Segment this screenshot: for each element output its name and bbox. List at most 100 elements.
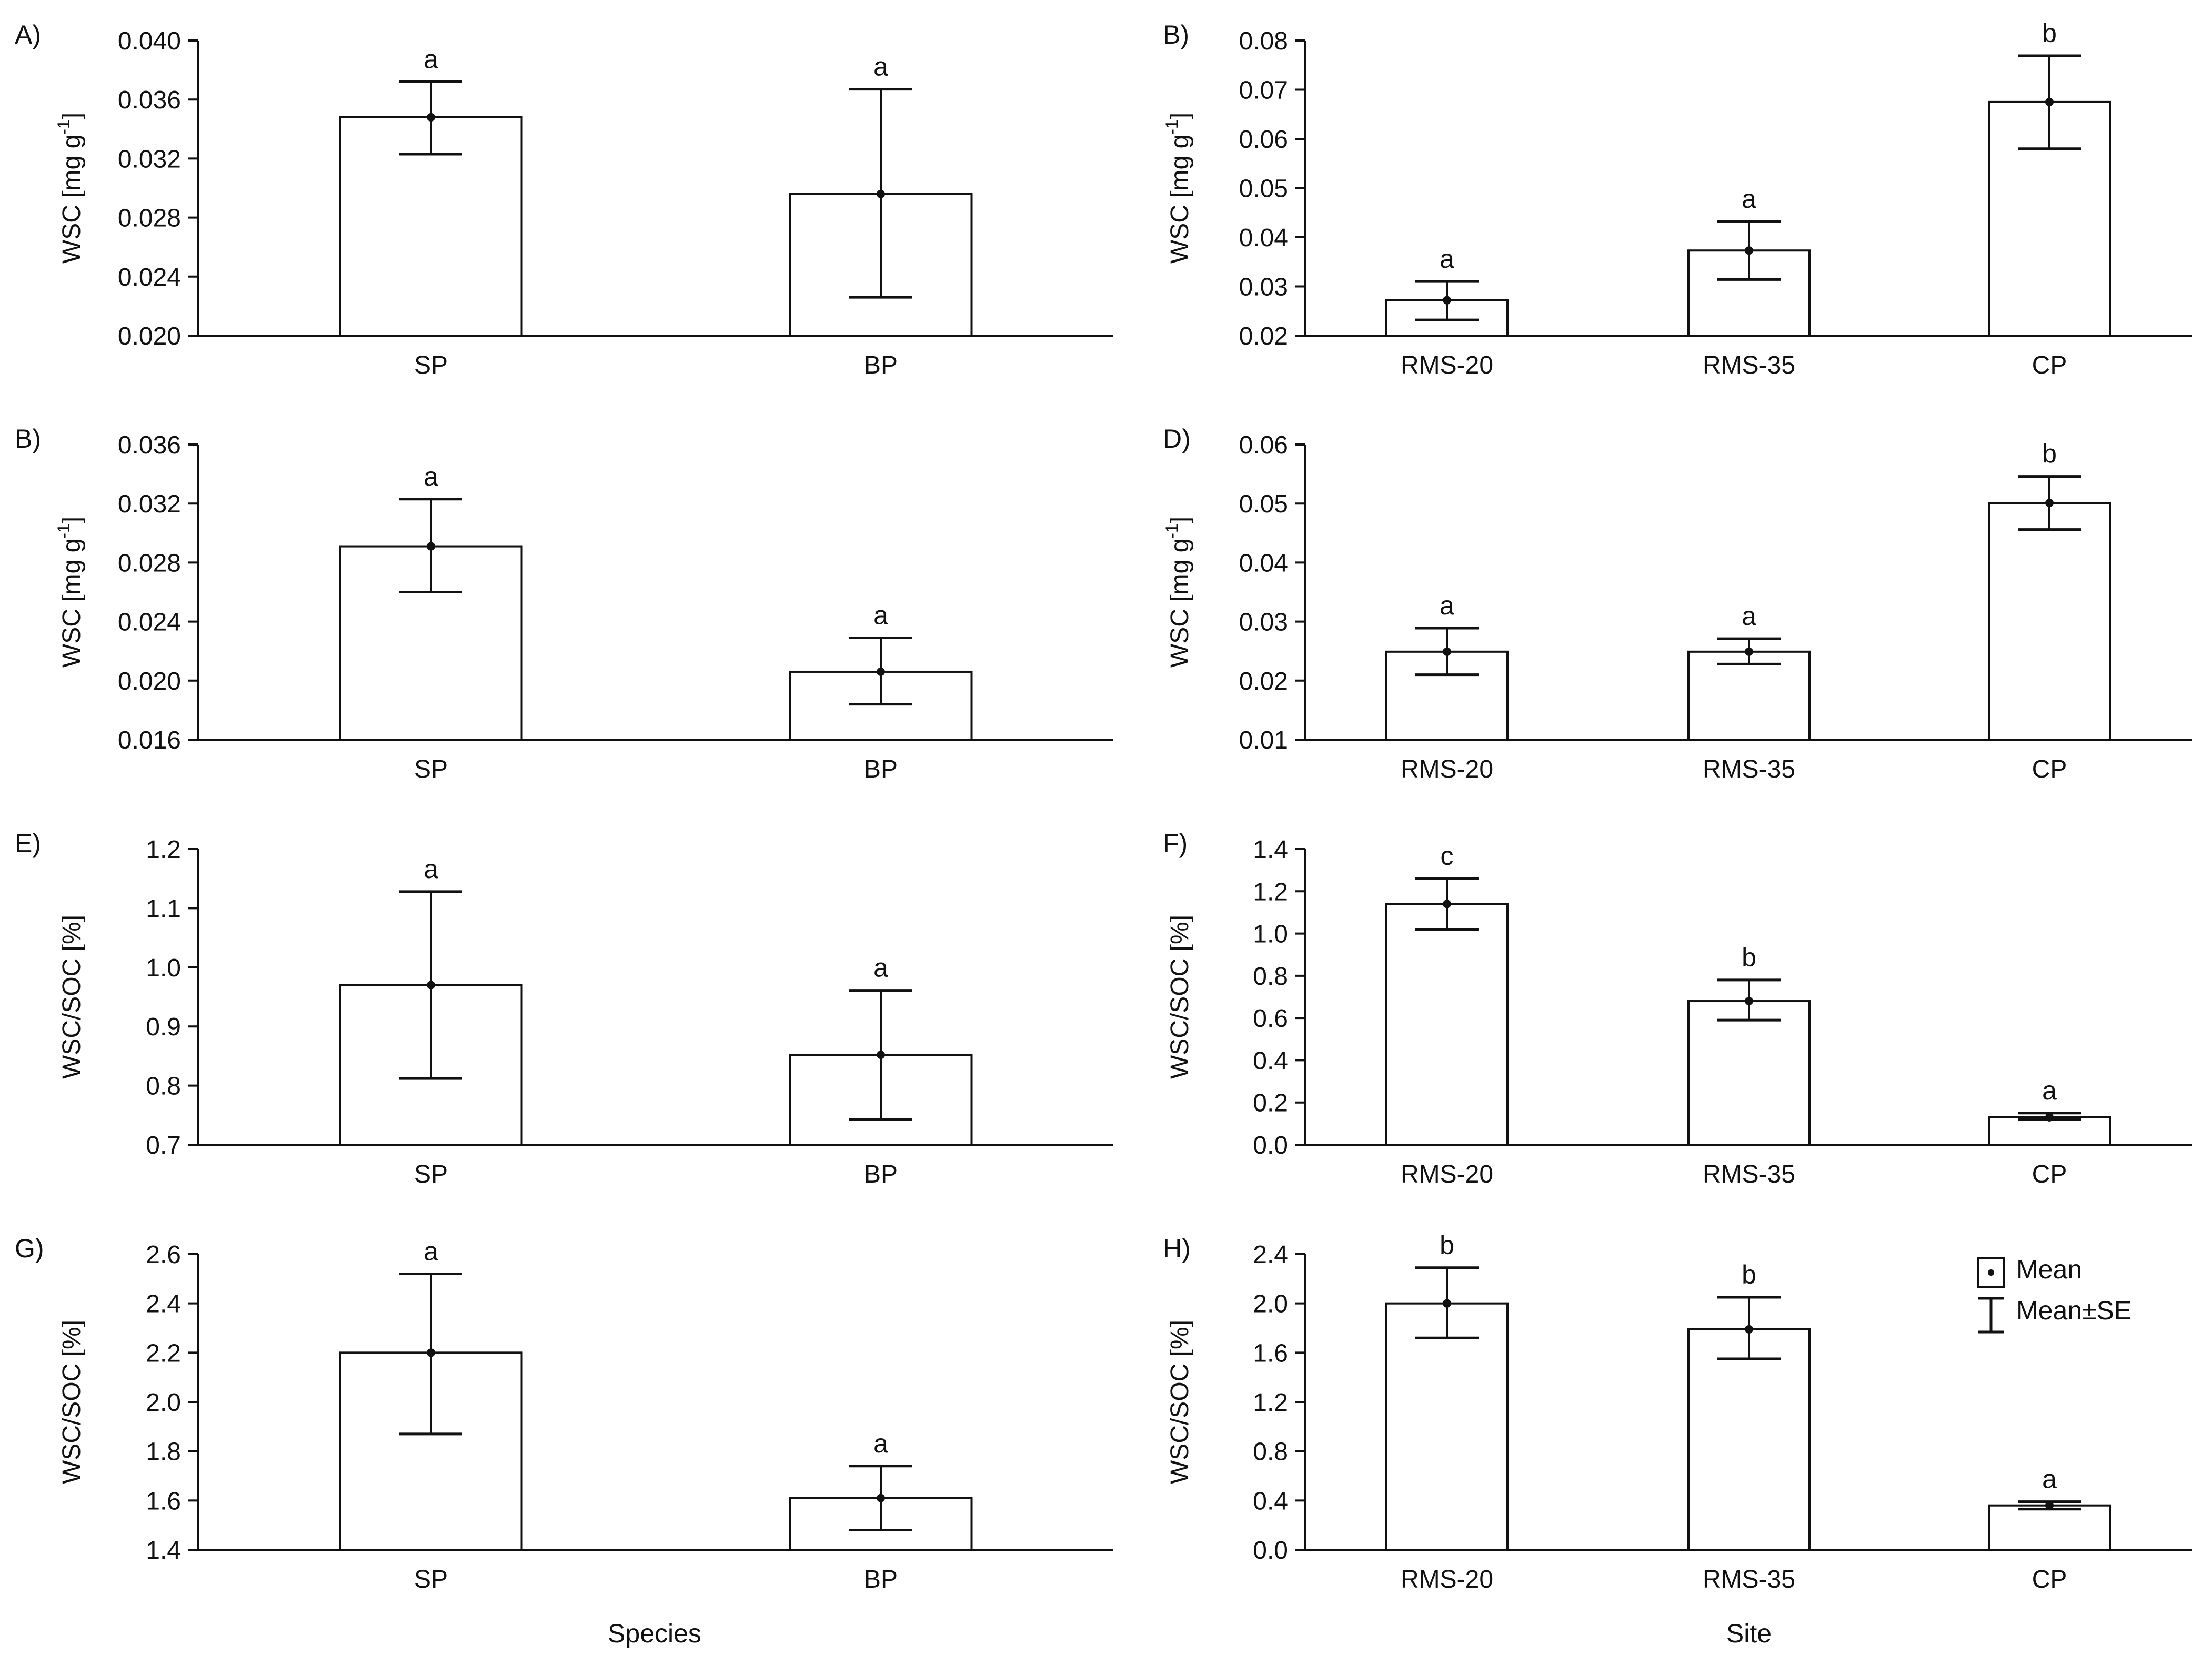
x-tick-label-rms-35: RMS-35 xyxy=(1703,755,1795,783)
y-tick-label: 0.7 xyxy=(146,1132,181,1159)
y-axis-title: WSC [mg g-1] xyxy=(54,517,86,668)
significance-letter: b xyxy=(2042,439,2057,469)
x-tick-label-bp: BP xyxy=(864,351,898,379)
y-tick-label: 0.0 xyxy=(1253,1132,1288,1159)
site-axis-label: Site xyxy=(1726,1619,1772,1648)
y-tick-label: 0.036 xyxy=(118,86,181,114)
mean-point xyxy=(877,1051,885,1059)
chart-panel-4: D) 0.01 0.02 0.03 0.04 0.05 0.06 WSC [mg g-1] a R… xyxy=(1162,424,2192,783)
y-tick-label: 2.6 xyxy=(146,1241,181,1269)
x-tick-label-rms-35: RMS-35 xyxy=(1703,351,1795,379)
y-tick-label: 0.08 xyxy=(1239,27,1288,55)
y-tick-label: 1.2 xyxy=(1253,878,1288,906)
y-tick-label: 1.6 xyxy=(1253,1339,1288,1367)
y-tick-label: 0.4 xyxy=(1253,1487,1288,1515)
y-axis-title: WSC [mg g-1] xyxy=(1162,517,1194,668)
y-tick-label: 0.028 xyxy=(118,549,181,577)
significance-letter: b xyxy=(1742,943,1756,972)
x-tick-label-rms-20: RMS-20 xyxy=(1401,1160,1493,1188)
y-axis-title-main: WSC [mg g xyxy=(1166,135,1194,264)
mean-point xyxy=(1745,647,1753,656)
bar-cp xyxy=(1988,1504,2111,1551)
panel-label: B) xyxy=(1163,20,1189,49)
significance-letter: a xyxy=(2042,1076,2057,1105)
y-axis-title: WSC [mg g-1] xyxy=(1162,113,1194,264)
y-tick-label: 0.036 xyxy=(118,431,181,459)
y-tick-label: 0.4 xyxy=(1253,1047,1288,1075)
chart-panel-6: F) 0.0 0.2 0.4 0.6 0.8 1.0 1.2 1.4 WSC/SOC [%] c RM… xyxy=(1163,829,2192,1188)
y-tick-label: 0.8 xyxy=(146,1073,181,1101)
bar-rms-20 xyxy=(1385,650,1509,741)
y-tick-label: 0.03 xyxy=(1239,609,1288,637)
chart-panel-1: A) 0.020 0.024 0.028 0.032 0.036 0.040 WSC [mg … xyxy=(15,20,1113,379)
legend-se-label: Mean±SE xyxy=(2016,1296,2131,1325)
mean-point xyxy=(2045,1113,2054,1122)
significance-letter: a xyxy=(873,1429,888,1458)
y-tick-label: 0.040 xyxy=(118,27,181,55)
bar-cp xyxy=(1988,1116,2111,1146)
x-tick-label-sp: SP xyxy=(414,1160,448,1188)
significance-letter: a xyxy=(424,1236,438,1266)
y-axis-title-main: WSC/SOC [%] xyxy=(58,1320,86,1484)
y-axis-title-superscript: -1 xyxy=(54,119,73,134)
x-tick-label-sp: SP xyxy=(414,351,448,379)
significance-letter: a xyxy=(1440,244,1454,274)
bar-rms-35 xyxy=(1687,650,1811,741)
chart-panel-2: B) 0.02 0.03 0.04 0.05 0.06 0.07 0.08 WSC [mg g-… xyxy=(1162,18,2192,379)
significance-letter: a xyxy=(873,953,888,983)
panel-label: E) xyxy=(15,829,41,858)
y-tick-label: 0.01 xyxy=(1239,726,1288,754)
y-axis-title-end: ] xyxy=(58,517,86,523)
y-axis-title: WSC/SOC [%] xyxy=(58,915,86,1079)
significance-letter: c xyxy=(1441,841,1454,871)
significance-letter: a xyxy=(2042,1465,2057,1494)
y-tick-label: 0.032 xyxy=(118,490,181,518)
mean-point xyxy=(2045,1501,2054,1510)
significance-letter: a xyxy=(873,600,888,630)
y-tick-label: 0.020 xyxy=(118,322,181,350)
mean-point xyxy=(427,981,435,990)
y-tick-label: 1.0 xyxy=(1253,921,1288,948)
mean-point xyxy=(427,1348,435,1357)
bar-rms-20 xyxy=(1385,1302,1509,1551)
panel-label: G) xyxy=(15,1234,44,1263)
mean-point xyxy=(427,542,435,551)
y-axis-title-end: ] xyxy=(1166,113,1194,119)
y-tick-label: 0.9 xyxy=(146,1013,181,1041)
x-tick-label-rms-35: RMS-35 xyxy=(1703,1160,1795,1188)
y-axis-title: WSC/SOC [%] xyxy=(1166,1320,1194,1484)
y-tick-label: 2.0 xyxy=(146,1389,181,1417)
y-tick-label: 0.032 xyxy=(118,145,181,173)
mean-point xyxy=(1745,997,1753,1006)
significance-letter: a xyxy=(1440,591,1454,620)
mean-point xyxy=(1745,1325,1753,1334)
bar-rms-20 xyxy=(1385,903,1509,1146)
x-tick-label-rms-20: RMS-20 xyxy=(1401,1566,1493,1593)
y-tick-label: 1.4 xyxy=(1253,836,1288,864)
x-tick-label-sp: SP xyxy=(414,755,448,783)
y-axis-title-main: WSC/SOC [%] xyxy=(1166,1320,1194,1484)
y-axis-title-superscript: -1 xyxy=(54,523,73,538)
y-axis-title-superscript: -1 xyxy=(1162,119,1181,134)
panel-label: F) xyxy=(1163,829,1188,858)
x-tick-label-cp: CP xyxy=(2032,755,2067,783)
x-tick-label-bp: BP xyxy=(864,1566,898,1593)
mean-point xyxy=(877,667,885,676)
legend-mean-label: Mean xyxy=(2016,1255,2082,1284)
significance-letter: b xyxy=(2042,18,2057,48)
y-tick-label: 1.4 xyxy=(146,1537,181,1565)
y-tick-label: 1.1 xyxy=(146,895,181,923)
x-tick-label-bp: BP xyxy=(864,755,898,783)
y-axis-title-main: WSC [mg g xyxy=(58,539,86,668)
x-tick-label-rms-20: RMS-20 xyxy=(1401,351,1493,379)
legend-mean-dot xyxy=(1988,1269,1994,1276)
significance-letter: a xyxy=(1742,601,1756,631)
panel-label: H) xyxy=(1163,1234,1191,1263)
x-tick-label-bp: BP xyxy=(864,1160,898,1188)
bar-cp xyxy=(1988,502,2111,741)
y-tick-label: 0.024 xyxy=(118,609,181,637)
panel-label: D) xyxy=(1163,424,1191,453)
chart-panel-7: G) 1.4 1.6 1.8 2.0 2.2 2.4 2.6 WSC/SOC [%] a SP a BP xyxy=(15,1234,1113,1593)
y-tick-label: 1.2 xyxy=(1253,1389,1288,1417)
y-tick-label: 0.016 xyxy=(118,726,181,754)
